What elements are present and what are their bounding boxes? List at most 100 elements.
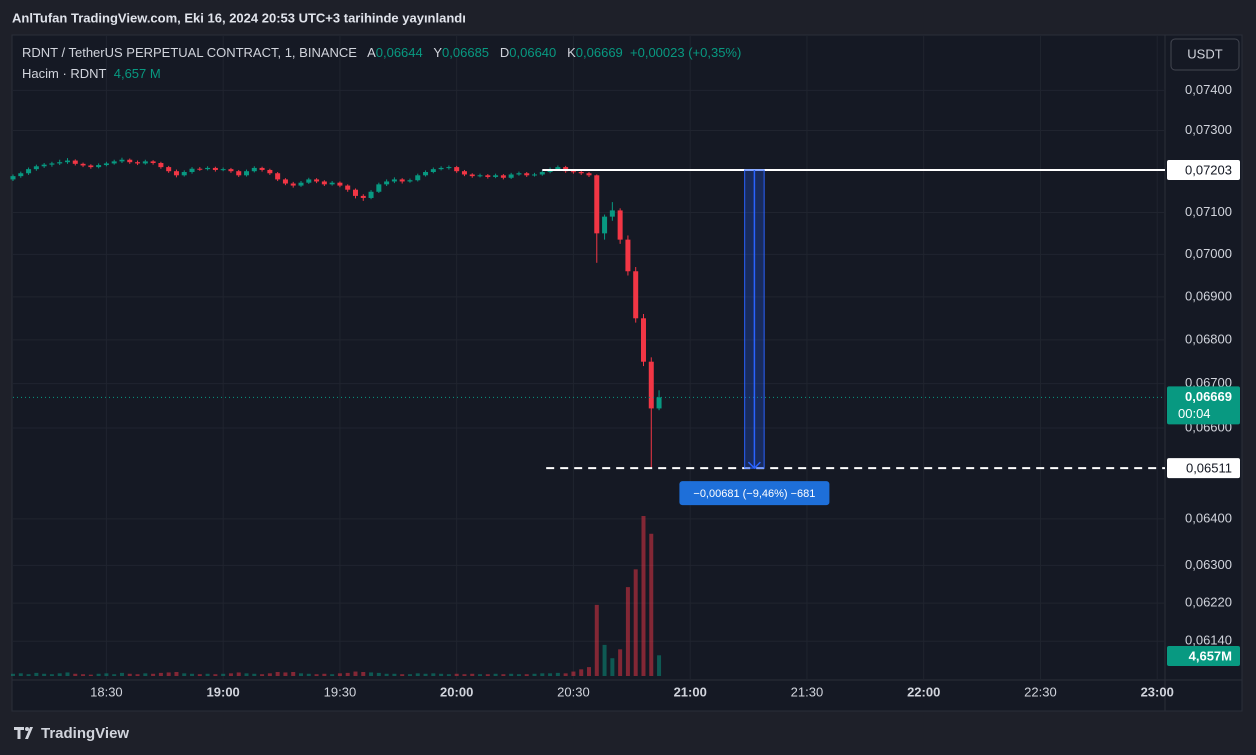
measure-label-box	[679, 481, 830, 506]
header-title: AnlTufan TradingView.com, Eki 16, 2024 2…	[12, 10, 466, 25]
measure-label: −0,00681 (−9,46%) −681	[693, 488, 815, 500]
volume-bar	[516, 674, 521, 676]
candle-body	[516, 173, 522, 175]
volume-bar	[509, 673, 514, 676]
candle-body	[461, 171, 467, 175]
volume-bar	[81, 674, 86, 676]
volume-bar	[579, 669, 584, 676]
candle-body	[49, 163, 55, 165]
volume-bar	[462, 674, 467, 676]
legend-key: A	[367, 45, 376, 60]
y-tick-label: 0,07100	[1185, 204, 1232, 219]
volume-bar	[524, 674, 529, 676]
y-tick-label: 0,06700	[1185, 375, 1232, 390]
volume-bar	[127, 673, 132, 676]
y-tick-label: 0,06400	[1185, 510, 1232, 525]
last-price-label: 0,06669	[1185, 389, 1232, 404]
candle-body	[275, 173, 281, 180]
legend-value: 0,06669	[575, 45, 623, 60]
candle-body	[617, 210, 623, 240]
candle-body	[555, 167, 561, 170]
volume-bar	[454, 673, 459, 676]
volume-bar	[392, 673, 397, 676]
currency[interactable]: USDT	[1187, 46, 1222, 61]
footer-brand: TradingView	[41, 725, 129, 742]
volume-bar	[190, 673, 195, 676]
volume-bar	[423, 673, 428, 676]
candle-body	[259, 167, 265, 170]
candle-body	[135, 162, 141, 164]
candle-body	[477, 175, 483, 177]
candle-body	[189, 168, 195, 173]
candle-body	[454, 167, 460, 172]
candle-body	[236, 171, 242, 176]
candle-body	[228, 169, 234, 172]
candle-body	[127, 159, 133, 163]
candle-body	[586, 173, 592, 176]
candle-body	[399, 179, 405, 182]
volume-bar	[197, 674, 202, 676]
candle-body	[267, 169, 273, 174]
y-tick-label: 0,07000	[1185, 246, 1232, 261]
candle-body	[376, 184, 382, 192]
volume-bar	[594, 604, 599, 676]
candle-body	[26, 169, 32, 174]
candle-body	[33, 166, 39, 170]
candle-body	[244, 171, 250, 176]
candle-body	[391, 179, 397, 182]
volume-bar	[112, 674, 117, 676]
candle-body	[64, 160, 70, 163]
volume-bar	[369, 672, 374, 676]
volume-bar	[158, 672, 163, 676]
y-tick-label: 0,06800	[1185, 331, 1232, 346]
price-tag	[1167, 159, 1240, 180]
y-tick-label: 0,06140	[1185, 633, 1232, 648]
candle-body	[640, 318, 646, 362]
volume-bar	[415, 673, 420, 676]
candle-body	[282, 179, 288, 184]
candle-body	[314, 179, 320, 182]
candle-body	[438, 167, 444, 170]
candle-body	[594, 175, 600, 234]
candle-body	[648, 361, 654, 409]
candle-body	[352, 189, 358, 196]
candle-body	[570, 171, 576, 173]
volume-bar	[431, 673, 436, 676]
volume-value: 4,657 M	[113, 66, 161, 81]
y-tick-label: 0,07400	[1185, 82, 1232, 97]
candle-body	[96, 165, 102, 168]
volume-bar	[42, 673, 47, 676]
legend-value: 0,06685	[442, 45, 490, 60]
candle-body	[57, 162, 63, 164]
candle-body	[602, 216, 608, 234]
candle-body	[306, 179, 312, 183]
candle-body	[173, 171, 179, 176]
volume-bar	[96, 673, 101, 676]
volume-bar	[135, 674, 140, 676]
candle-body	[609, 210, 615, 217]
volume-bar	[151, 673, 156, 676]
candle-body	[166, 167, 172, 172]
candle-body	[423, 172, 429, 176]
volume-tag	[1167, 646, 1240, 666]
candle-body	[41, 164, 47, 167]
currency-button[interactable]	[1170, 38, 1240, 71]
candle-body	[469, 174, 475, 177]
volume-bar	[407, 674, 412, 676]
candle-body	[625, 239, 631, 272]
volume-bar	[649, 533, 654, 676]
volume-bar	[470, 673, 475, 676]
volume-bar	[493, 673, 498, 676]
measure-arrowhead	[747, 461, 761, 470]
volume-bar	[563, 673, 568, 676]
x-tick-label: 20:00	[440, 684, 473, 699]
volume-bar	[182, 673, 187, 676]
volume-bar	[610, 658, 615, 676]
x-tick-label: 18:30	[90, 684, 123, 699]
volume-bar	[478, 674, 483, 676]
volume-bar	[119, 672, 124, 676]
volume-bar	[260, 674, 265, 676]
candle-body	[500, 175, 506, 178]
